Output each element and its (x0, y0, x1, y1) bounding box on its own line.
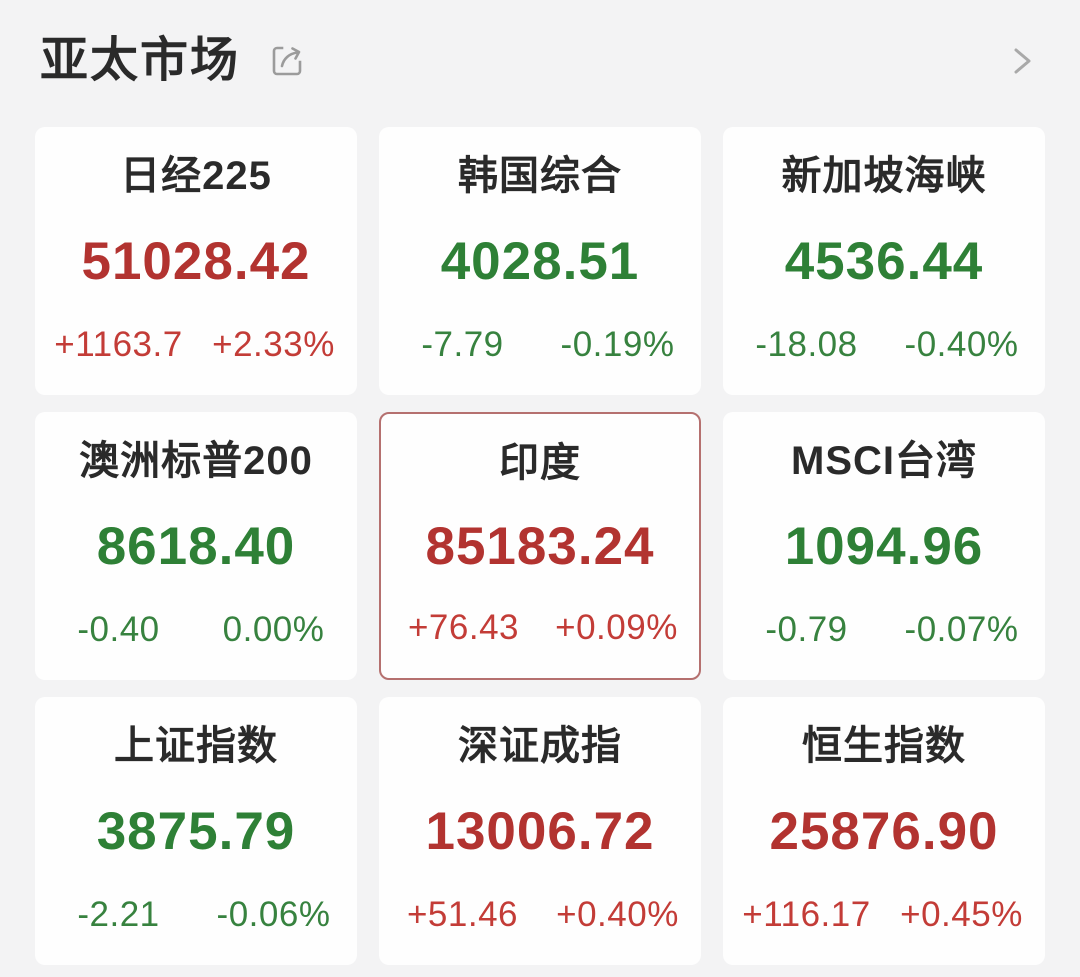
market-change-percent: +0.40% (556, 895, 679, 934)
market-change-row: -7.79 -0.19% (379, 325, 701, 365)
market-name: 印度 (499, 441, 581, 485)
market-card[interactable]: MSCI台湾 1094.96 -0.79 -0.07% (723, 412, 1045, 680)
market-change-value: +1163.7 (54, 325, 183, 364)
market-change-row: -0.79 -0.07% (723, 610, 1045, 650)
market-change-percent: -0.40% (904, 325, 1019, 364)
market-card[interactable]: 澳洲标普200 8618.40 -0.40 0.00% (35, 412, 357, 680)
market-card[interactable]: 新加坡海峡 4536.44 -18.08 -0.40% (723, 127, 1045, 395)
page-title: 亚太市场 (40, 34, 241, 87)
market-price: 85183.24 (425, 517, 655, 576)
market-change-percent: +0.09% (555, 608, 678, 647)
market-change-value: -0.40 (77, 610, 160, 649)
market-name: 新加坡海峡 (781, 154, 987, 198)
market-price: 25876.90 (769, 802, 999, 861)
market-price: 3875.79 (96, 802, 296, 861)
market-change-value: +51.46 (406, 895, 519, 934)
market-price: 1094.96 (784, 517, 984, 576)
market-name: 日经225 (120, 154, 272, 198)
market-price: 51028.42 (81, 232, 311, 291)
market-change-row: +76.43 +0.09% (381, 608, 699, 648)
market-card[interactable]: 韩国综合 4028.51 -7.79 -0.19% (379, 127, 701, 395)
market-name: 恒生指数 (802, 724, 966, 768)
market-card[interactable]: 深证成指 13006.72 +51.46 +0.40% (379, 697, 701, 965)
market-change-percent: -0.06% (216, 895, 331, 934)
market-change-row: +1163.7 +2.33% (35, 325, 357, 365)
share-button[interactable] (266, 39, 310, 83)
market-name: 澳洲标普200 (79, 439, 313, 483)
market-price: 4536.44 (784, 232, 984, 291)
market-card[interactable]: 日经225 51028.42 +1163.7 +2.33% (35, 127, 357, 395)
market-change-value: +76.43 (407, 608, 520, 647)
market-name: 上证指数 (114, 724, 278, 768)
market-change-value: -18.08 (755, 325, 858, 364)
market-change-percent: +0.45% (900, 895, 1023, 934)
market-change-percent: -0.07% (904, 610, 1019, 649)
chevron-right-icon (1005, 41, 1039, 81)
market-card[interactable]: 上证指数 3875.79 -2.21 -0.06% (35, 697, 357, 965)
more-button[interactable] (1002, 39, 1042, 83)
market-change-row: -0.40 0.00% (35, 610, 357, 650)
market-change-row: +116.17 +0.45% (723, 895, 1045, 935)
market-name: 韩国综合 (458, 154, 622, 198)
markets-grid: 日经225 51028.42 +1163.7 +2.33% 韩国综合 4028.… (0, 96, 1080, 977)
market-change-row: -2.21 -0.06% (35, 895, 357, 935)
market-change-value: -2.21 (77, 895, 160, 934)
market-change-value: -7.79 (421, 325, 504, 364)
section-header: 亚太市场 (0, 0, 1080, 96)
market-name: MSCI台湾 (791, 439, 977, 483)
share-icon (267, 40, 309, 82)
market-change-value: -0.79 (765, 610, 848, 649)
market-card[interactable]: 恒生指数 25876.90 +116.17 +0.45% (723, 697, 1045, 965)
market-change-value: +116.17 (742, 895, 871, 934)
market-card[interactable]: 印度 85183.24 +76.43 +0.09% (379, 412, 701, 680)
market-price: 8618.40 (96, 517, 296, 576)
market-price: 4028.51 (440, 232, 640, 291)
market-change-percent: -0.19% (560, 325, 675, 364)
market-change-percent: +2.33% (212, 325, 335, 364)
market-price: 13006.72 (425, 802, 655, 861)
market-name: 深证成指 (458, 724, 622, 768)
market-change-row: +51.46 +0.40% (379, 895, 701, 935)
market-change-percent: 0.00% (222, 610, 325, 649)
market-change-row: -18.08 -0.40% (723, 325, 1045, 365)
